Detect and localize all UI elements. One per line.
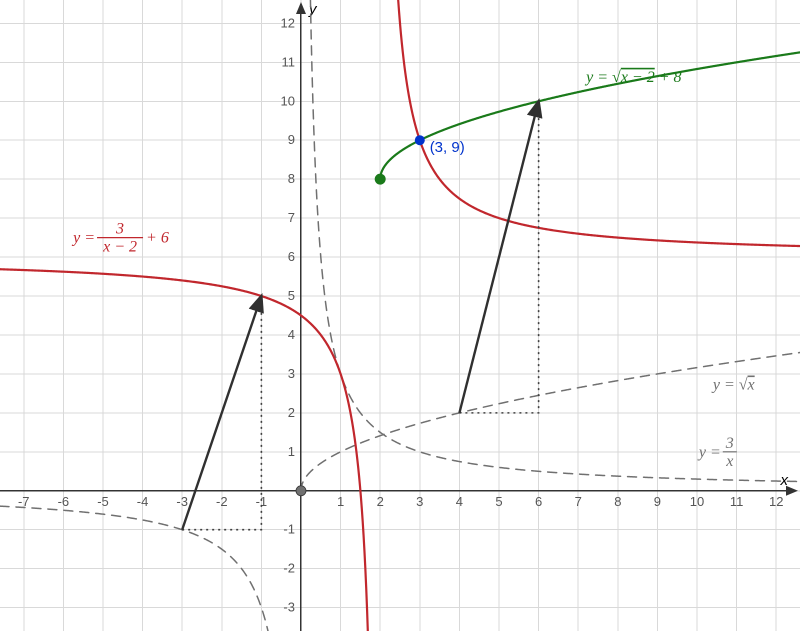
x-tick-label: 4 — [456, 494, 463, 509]
x-tick-label: 11 — [730, 494, 744, 509]
x-tick-label: 7 — [575, 494, 582, 509]
chart-canvas: xy-7-6-5-4-3-2-1123456789101112-3-2-1123… — [0, 0, 800, 631]
x-tick-label: -5 — [97, 494, 109, 509]
y-tick-label: -3 — [283, 600, 295, 615]
x-tick-label: -6 — [58, 494, 70, 509]
y-tick-label: 2 — [288, 405, 295, 420]
x-tick-label: 3 — [416, 494, 423, 509]
label-sqrt-base: y = √x — [711, 377, 755, 394]
svg-text:x: x — [725, 453, 733, 470]
y-tick-label: 6 — [288, 249, 295, 264]
x-tick-label: 5 — [495, 494, 502, 509]
y-tick-label: 12 — [281, 15, 295, 30]
svg-text:3: 3 — [725, 435, 734, 452]
x-axis-label: x — [780, 472, 789, 489]
y-tick-label: 1 — [288, 444, 295, 459]
y-tick-label: 4 — [288, 327, 295, 342]
svg-text:y =: y = — [71, 230, 95, 247]
y-tick-label: 5 — [288, 288, 295, 303]
y-tick-label: -1 — [283, 522, 295, 537]
x-tick-label: -4 — [137, 494, 149, 509]
x-tick-label: 12 — [769, 494, 783, 509]
svg-text:+ 6: + 6 — [146, 230, 169, 247]
x-tick-label: -3 — [176, 494, 188, 509]
x-tick-label: 2 — [377, 494, 384, 509]
origin-point — [296, 486, 306, 496]
y-tick-label: 10 — [281, 93, 295, 108]
x-tick-label: 1 — [337, 494, 344, 509]
y-axis-label: y — [308, 1, 318, 18]
intersection-point — [415, 135, 425, 145]
y-tick-label: -2 — [283, 561, 295, 576]
svg-text:3: 3 — [115, 221, 124, 238]
y-tick-label: 7 — [288, 210, 295, 225]
svg-text:y =: y = — [697, 444, 721, 461]
x-tick-label: 6 — [535, 494, 542, 509]
y-tick-label: 3 — [288, 366, 295, 381]
label-sqrt-shifted: y = √x − 2 + 8 — [584, 69, 681, 86]
y-tick-label: 9 — [288, 132, 295, 147]
x-tick-label: 10 — [690, 494, 704, 509]
x-tick-label: 9 — [654, 494, 661, 509]
svg-text:x − 2: x − 2 — [102, 239, 137, 256]
y-tick-label: 8 — [288, 171, 295, 186]
x-tick-label: 8 — [614, 494, 621, 509]
x-tick-label: -2 — [216, 494, 228, 509]
chart-bg — [0, 0, 800, 631]
intersection-label: (3, 9) — [430, 139, 465, 156]
y-tick-label: 11 — [281, 54, 295, 69]
sqrt-start-point — [375, 174, 385, 184]
